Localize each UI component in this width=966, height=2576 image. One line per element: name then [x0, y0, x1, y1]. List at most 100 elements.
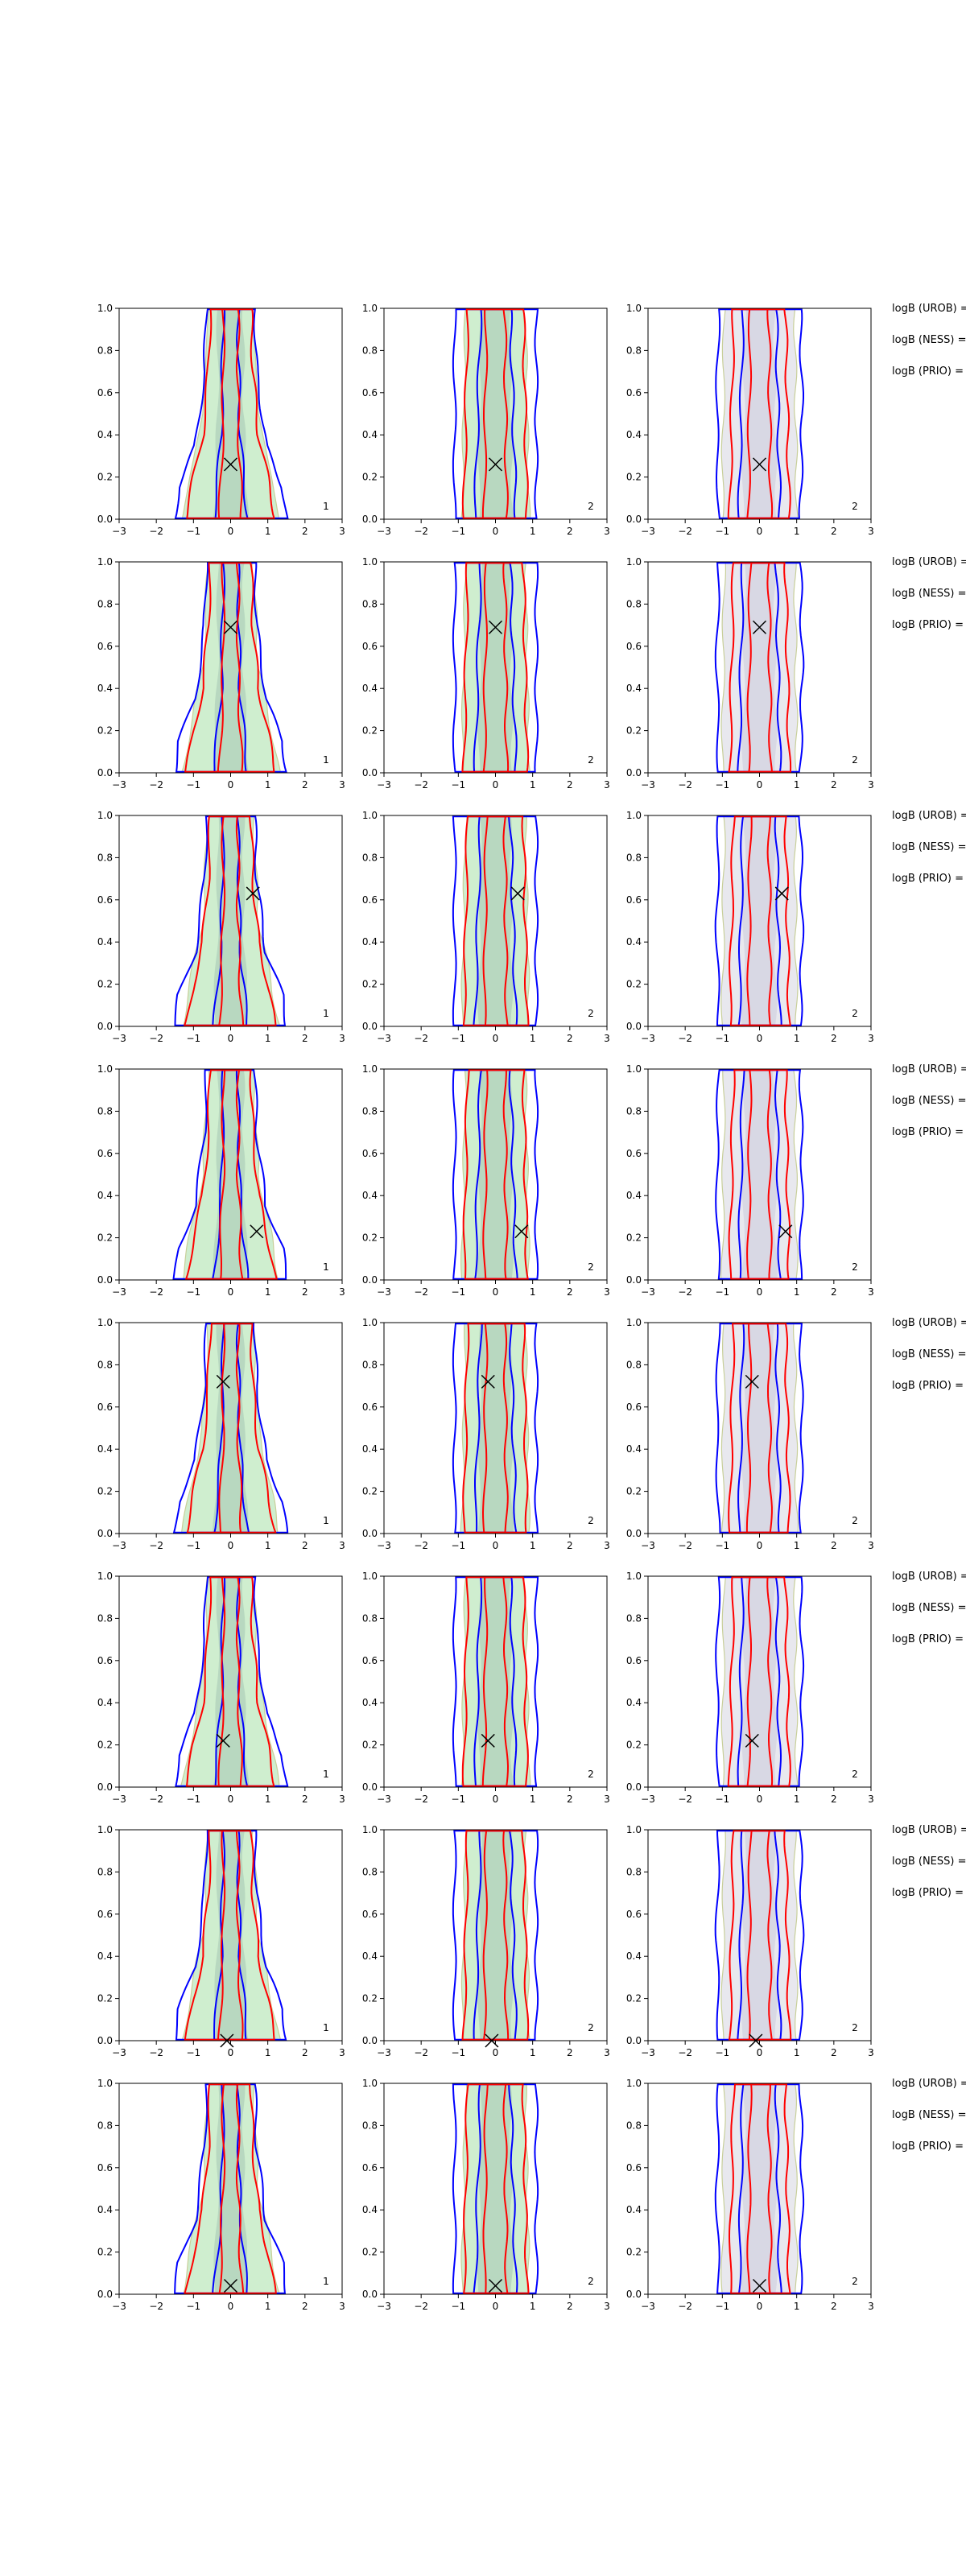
x-tick-label: 3	[604, 1286, 610, 1298]
blue-contour-outer	[172, 1069, 287, 1280]
y-tick-label: 0.8	[626, 1866, 642, 1877]
x-tick-label: 1	[794, 1540, 800, 1551]
truth-marker	[752, 2278, 767, 2293]
x-tick-label: 2	[831, 1286, 837, 1298]
x-tick-label: 3	[604, 2047, 610, 2058]
y-tick-label: 0.0	[97, 1528, 113, 1539]
y-tick-label: 0.6	[626, 2162, 642, 2174]
x-tick-label: −2	[149, 526, 163, 537]
x-tick-label: −3	[112, 1540, 126, 1551]
blue-contour-outer	[714, 1830, 805, 2041]
x-tick-label: 3	[604, 2301, 610, 2312]
x-tick-label: 2	[831, 779, 837, 791]
y-tick-label: 0.0	[97, 2035, 113, 2046]
red-contour-inner	[481, 308, 509, 519]
y-tick-label: 0.2	[97, 1993, 113, 2004]
side-label: logB (UROB) =	[892, 1317, 966, 1329]
y-tick-label: 0.8	[362, 598, 378, 609]
x-tick-label: −1	[186, 2301, 200, 2312]
red-contour-outer	[462, 815, 530, 1026]
x-tick-label: 2	[567, 1033, 573, 1044]
panel-corner-label: 2	[852, 1008, 858, 1019]
truth-marker	[481, 1733, 495, 1748]
red-contour-outer	[462, 1069, 529, 1280]
red-contour-outer	[184, 562, 275, 773]
red-contour-outer	[727, 308, 791, 519]
red-contour-outer	[461, 562, 530, 773]
red-contour-inner	[217, 308, 243, 519]
red-contour-inner	[217, 1830, 244, 2041]
panel-r6-c3: −3 −2 −1 0 1 2 3 0.0 0.2 0.4 0.6 0.8 1.0 2	[626, 1571, 874, 1805]
x-tick-label: −2	[414, 779, 428, 791]
panel-r7-c1: −3 −2 −1 0 1 2 3 0.0 0.2 0.4 0.6 0.8 1.0 1	[97, 1824, 345, 2058]
x-tick-label: 2	[302, 1033, 308, 1044]
y-tick-label: 0.0	[626, 2035, 642, 2046]
y-tick-label: 1.0	[362, 2078, 378, 2089]
x-tick-label: 3	[339, 1033, 345, 1044]
y-tick-label: 0.4	[626, 2204, 642, 2215]
y-tick-label: 0.4	[362, 936, 378, 947]
x-tick-label: 0	[228, 779, 234, 791]
side-label: logB (PRIO) =	[892, 1633, 964, 1645]
x-tick-label: −2	[149, 2301, 163, 2312]
row-side-labels: logB (UROB) = logB (NESS) = logB (PRIO) =	[892, 1824, 966, 1899]
x-tick-label: −2	[414, 1540, 428, 1551]
x-tick-label: 0	[228, 526, 234, 537]
x-tick-label: −2	[414, 1286, 428, 1298]
y-tick-label: 0.8	[362, 852, 378, 863]
y-tick-label: 0.4	[97, 683, 113, 694]
panel-r7-c2: −3 −2 −1 0 1 2 3 0.0 0.2 0.4 0.6 0.8 1.0 2	[362, 1824, 610, 2058]
y-tick-label: 0.2	[97, 1486, 113, 1497]
y-tick-label: 1.0	[626, 1571, 642, 1582]
red-contour-inner	[482, 2083, 509, 2294]
density-fill-inner	[741, 1831, 778, 2040]
truth-marker	[510, 886, 525, 901]
x-tick-label: 2	[831, 2047, 837, 2058]
side-label: logB (NESS) =	[892, 1856, 966, 1868]
panel-r5-c2: −3 −2 −1 0 1 2 3 0.0 0.2 0.4 0.6 0.8 1.0 2	[362, 1317, 610, 1551]
x-tick-label: −3	[112, 1794, 126, 1805]
y-tick-label: 0.8	[97, 598, 113, 609]
red-contour-inner	[746, 815, 773, 1026]
density-fill-inner	[741, 563, 778, 772]
red-contour-inner	[746, 1069, 773, 1280]
y-tick-label: 0.2	[626, 2247, 642, 2258]
x-tick-label: 1	[265, 779, 271, 791]
x-tick-label: 1	[794, 1033, 800, 1044]
y-tick-label: 0.0	[97, 1274, 113, 1286]
red-contour-outer	[184, 2083, 277, 2294]
row-side-labels: logB (UROB) = logB (NESS) = logB (PRIO) =	[892, 2078, 966, 2153]
x-tick-label: 3	[868, 2301, 874, 2312]
x-tick-label: −3	[641, 1286, 655, 1298]
density-fill-inner	[741, 816, 778, 1026]
y-tick-label: 1.0	[97, 2078, 113, 2089]
y-tick-label: 0.2	[626, 979, 642, 990]
y-tick-label: 0.2	[97, 725, 113, 737]
red-contour-outer	[462, 1323, 529, 1534]
panel-corner-label: 2	[588, 2276, 594, 2287]
y-tick-label: 0.0	[97, 767, 113, 778]
x-tick-label: 1	[265, 2301, 271, 2312]
side-label: logB (UROB) =	[892, 810, 966, 822]
y-tick-label: 0.0	[626, 767, 642, 778]
x-tick-label: −2	[414, 2301, 428, 2312]
red-contour-outer	[461, 1576, 529, 1787]
x-tick-label: 0	[757, 1794, 763, 1805]
truth-marker	[488, 457, 503, 472]
x-tick-label: 3	[339, 1540, 345, 1551]
y-tick-label: 0.8	[362, 1612, 378, 1624]
blue-contour-outer	[174, 308, 289, 519]
y-tick-label: 1.0	[97, 810, 113, 821]
red-contour-outer	[184, 1830, 275, 2041]
y-tick-label: 0.2	[626, 1232, 642, 1244]
x-tick-label: −1	[451, 2301, 465, 2312]
red-contour-inner	[482, 1069, 509, 1280]
y-tick-label: 1.0	[626, 810, 642, 821]
y-tick-label: 0.6	[97, 1909, 113, 1920]
blue-contour-outer	[715, 308, 804, 519]
x-tick-label: 0	[493, 1286, 499, 1298]
y-tick-label: 0.8	[626, 852, 642, 863]
x-tick-label: −1	[451, 779, 465, 791]
x-tick-label: −1	[715, 1540, 729, 1551]
x-tick-label: −3	[112, 2301, 126, 2312]
